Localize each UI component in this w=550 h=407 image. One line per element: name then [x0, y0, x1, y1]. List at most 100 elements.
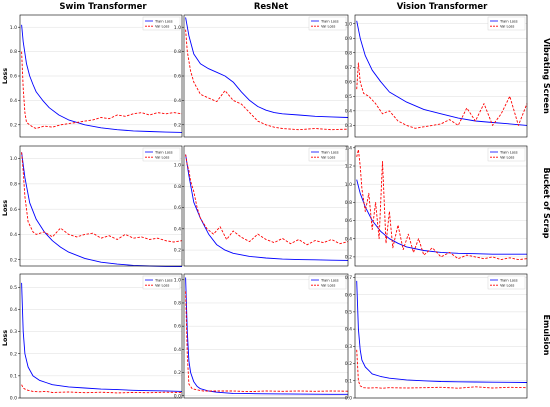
legend: Train Loss Val Loss: [308, 275, 347, 290]
y-tick-label: 0.2: [10, 257, 17, 263]
val-loss-line: [185, 291, 349, 393]
y-tick-label: 0.4: [10, 98, 17, 104]
legend-label: Val Loss: [321, 284, 336, 288]
plot-frame: [183, 14, 349, 138]
subplot-2: 0.3 0.4 0.5 0.6 0.7 0.8 0.9 1.0 Train Loss Val Lo…: [345, 14, 528, 138]
y-tick-label: 0.4: [174, 347, 181, 353]
subplot-4: 0.2 0.4 0.6 0.8 1.0 Train Loss Val Loss: [174, 145, 349, 267]
legend-box: [142, 275, 181, 290]
y-tick-label: 0.6: [174, 324, 181, 330]
legend-label: Val Loss: [321, 156, 336, 160]
y-tick-label: 0.6: [345, 79, 352, 85]
column-title-2: Vision Transformer: [397, 2, 488, 12]
plot-area: [355, 15, 527, 137]
y-tick-label: 0.8: [345, 200, 352, 206]
y-axis-label-row-0: Loss: [1, 68, 9, 84]
y-tick-label: 0.6: [345, 292, 352, 298]
y-tick-label: 0.3: [345, 123, 352, 129]
y-tick-label: 0.7: [345, 65, 352, 71]
y-tick-label: 0.2: [10, 122, 17, 128]
y-tick-label: 0.2: [174, 248, 181, 254]
legend-box: [487, 16, 526, 31]
val-loss-line: [356, 62, 528, 129]
val-loss-line: [21, 152, 183, 243]
train-loss-line: [185, 17, 349, 118]
legend: Train Loss Val Loss: [142, 147, 181, 162]
y-tick-label: 0.4: [345, 108, 352, 114]
y-tick-label: 0.0: [174, 393, 181, 399]
y-tick-label: 0.4: [345, 236, 352, 242]
subplot-1: 0.2 0.4 0.6 0.8 1.0 Train Loss Val Loss: [174, 14, 349, 138]
val-loss-line: [21, 384, 183, 394]
y-tick-label: 0.8: [10, 181, 17, 187]
legend-label: Val Loss: [155, 284, 170, 288]
legend-label: Train Loss: [499, 19, 518, 23]
legend-label: Train Loss: [320, 19, 339, 23]
plot-frame: [354, 273, 528, 399]
y-tick-label: 0.8: [174, 49, 181, 55]
legend-box: [487, 147, 526, 162]
y-tick-label: 0.0: [10, 396, 17, 402]
column-title-0: Swim Transformer: [59, 2, 147, 12]
legend: Train Loss Val Loss: [487, 147, 526, 162]
plot-frame: [19, 145, 183, 267]
train-loss-line: [21, 282, 183, 392]
y-tick-label: 1.0: [174, 25, 181, 31]
y-tick-label: 1.0: [345, 182, 352, 188]
y-axis-label-row-1: Loss: [1, 200, 9, 216]
plot-area: [355, 274, 527, 398]
plot-area: [184, 146, 348, 266]
y-tick-label: 0.8: [174, 184, 181, 190]
y-tick-label: 0.1: [10, 373, 17, 379]
y-tick-label: 0.4: [174, 98, 181, 104]
legend-box: [308, 16, 347, 31]
y-tick-label: 0.2: [345, 361, 352, 367]
subplot-5: 0.2 0.4 0.6 0.8 1.0 1.2 1.4 Train Loss Val Loss: [345, 145, 528, 267]
train-loss-line: [21, 24, 183, 133]
plot-area: [20, 274, 182, 398]
plot-frame: [354, 145, 528, 267]
y-tick-label: 0.5: [10, 285, 17, 291]
y-tick-label: 0.6: [174, 74, 181, 80]
legend: Train Loss Val Loss: [308, 147, 347, 162]
legend-label: Val Loss: [321, 25, 336, 29]
val-loss-line: [185, 29, 349, 131]
y-tick-label: 0.4: [10, 307, 17, 313]
train-loss-line: [185, 154, 349, 261]
y-tick-label: 0.0: [345, 396, 352, 402]
y-tick-label: 0.3: [10, 329, 17, 335]
row-title-2: Emulsion: [542, 315, 550, 356]
legend-label: Train Loss: [154, 19, 173, 23]
legend-box: [308, 147, 347, 162]
legend-label: Val Loss: [500, 156, 515, 160]
legend-label: Val Loss: [155, 25, 170, 29]
plot-area: [184, 274, 348, 398]
legend-box: [142, 147, 181, 162]
plot-frame: [183, 273, 349, 399]
y-tick-label: 0.4: [345, 327, 352, 333]
val-loss-line: [356, 149, 528, 261]
y-tick-label: 1.2: [345, 164, 352, 170]
legend-label: Train Loss: [499, 278, 518, 282]
y-tick-label: 0.4: [174, 226, 181, 232]
legend: Train Loss Val Loss: [308, 16, 347, 31]
y-tick-label: 1.0: [10, 25, 17, 31]
y-tick-label: 0.6: [174, 205, 181, 211]
y-tick-label: 0.8: [345, 50, 352, 56]
y-tick-label: 1.0: [174, 163, 181, 169]
legend: Train Loss Val Loss: [142, 16, 181, 31]
legend-label: Val Loss: [500, 284, 515, 288]
y-tick-label: 0.8: [174, 301, 181, 307]
y-tick-label: 0.5: [345, 94, 352, 100]
legend: Train Loss Val Loss: [142, 275, 181, 290]
legend: Train Loss Val Loss: [487, 275, 526, 290]
plot-frame: [183, 145, 349, 267]
row-title-0: Vibrating Screen: [542, 38, 550, 114]
legend-box: [487, 275, 526, 290]
legend-label: Train Loss: [154, 278, 173, 282]
y-tick-label: 1.0: [10, 156, 17, 162]
y-axis-label-row-2: Loss: [1, 330, 9, 346]
